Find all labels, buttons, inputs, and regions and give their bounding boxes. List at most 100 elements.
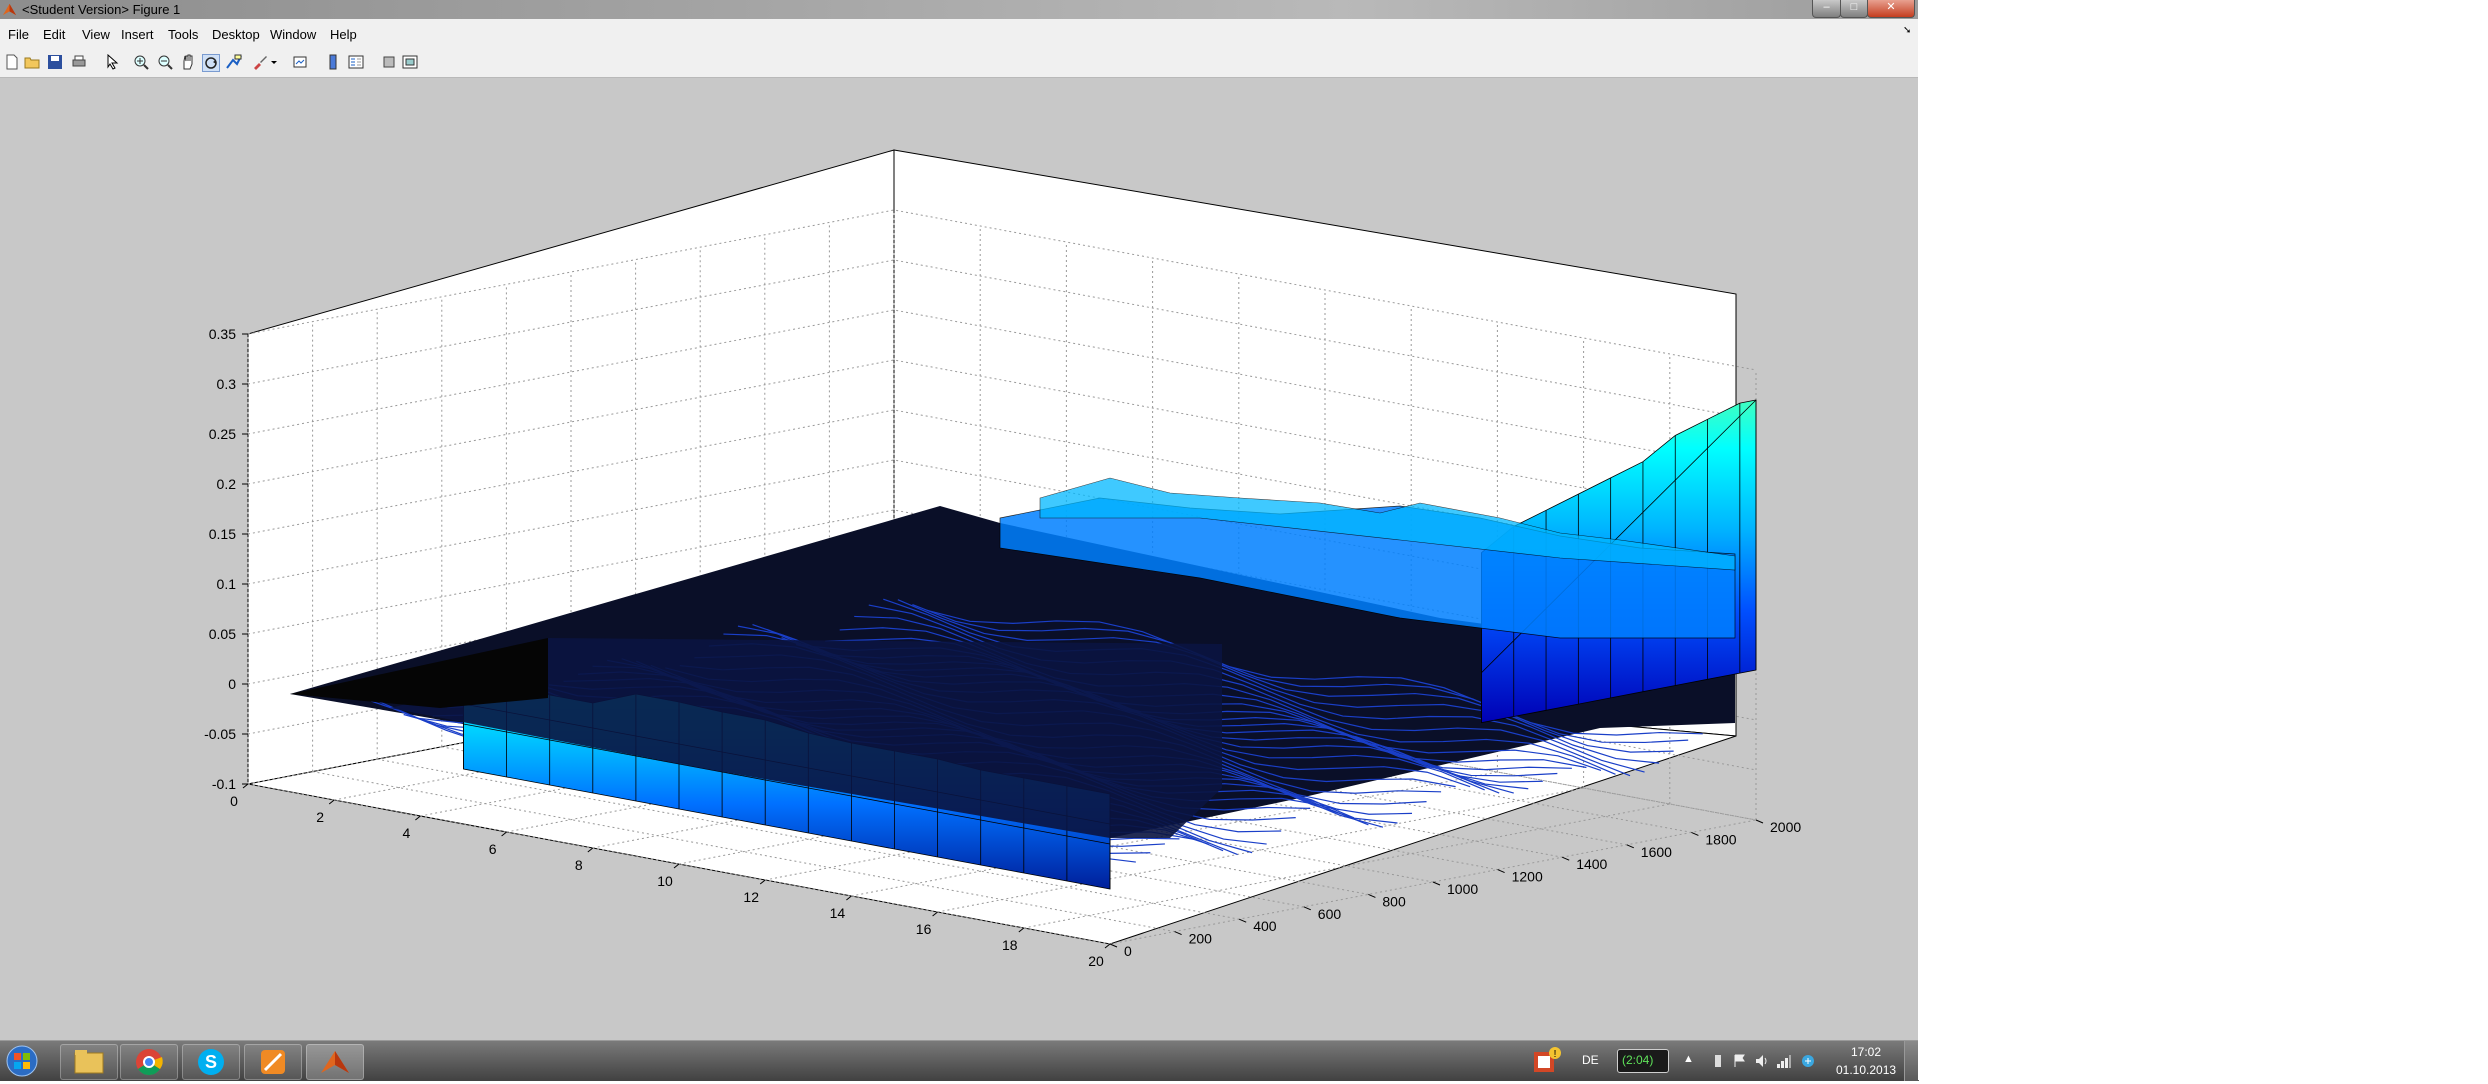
minimize-button[interactable]: – — [1812, 0, 1841, 18]
y-tick-mark — [1562, 856, 1570, 861]
hide-plot-tools-icon[interactable] — [381, 54, 397, 70]
x-tick-label: 18 — [1002, 937, 1018, 953]
link-plot-icon[interactable] — [292, 54, 308, 70]
z-tick-label: 0.3 — [217, 376, 237, 392]
zoom-in-icon[interactable] — [133, 54, 149, 70]
insert-colorbar-icon[interactable] — [325, 54, 341, 70]
open-file-icon[interactable] — [24, 54, 40, 70]
sync-icon[interactable] — [1800, 1053, 1816, 1069]
y-tick-mark — [1239, 918, 1247, 923]
battery-time: (2:04) — [1622, 1053, 1654, 1067]
y-tick-mark — [1109, 943, 1118, 948]
flag-icon[interactable] — [1732, 1053, 1748, 1069]
skype-icon[interactable]: S — [182, 1044, 240, 1080]
zoom-out-icon[interactable] — [157, 54, 173, 70]
notification-office-icon[interactable]: ! — [1530, 1046, 1562, 1076]
x-tick-mark — [501, 831, 507, 837]
svg-text:!: ! — [1554, 1049, 1557, 1060]
z-tick-label: 0 — [228, 676, 236, 692]
app-icon[interactable] — [244, 1044, 302, 1080]
dock-arrow-icon[interactable]: ➘ — [1903, 25, 1912, 36]
front-ridge-contour — [463, 723, 1111, 845]
show-desktop-button[interactable] — [1904, 1041, 1919, 1081]
grid-line-y — [377, 758, 1240, 920]
grid-line-y — [312, 771, 1175, 933]
x-tick-mark — [673, 863, 680, 869]
usb-icon[interactable] — [1710, 1053, 1726, 1069]
y-tick-label: 1600 — [1641, 844, 1672, 860]
x-tick-mark — [846, 895, 852, 901]
chrome-icon[interactable] — [120, 1044, 178, 1080]
menu-tools[interactable]: Tools — [168, 27, 199, 42]
y-tick-label: 0 — [1124, 943, 1132, 959]
menu-help[interactable]: Help — [330, 27, 357, 42]
rotate-3d-icon[interactable] — [202, 54, 220, 72]
z-tick-label: 0.2 — [217, 476, 237, 492]
x-tick-label: 14 — [830, 905, 846, 921]
y-tick-label: 1800 — [1705, 831, 1736, 847]
windows-taskbar: S ! DE (2:04) ▲ 17:02 01.10.2013 — [0, 1040, 1919, 1081]
window-title: <Student Version> Figure 1 — [22, 2, 181, 17]
new-figure-icon[interactable] — [4, 54, 20, 70]
edit-plot-icon[interactable] — [104, 54, 120, 70]
start-button[interactable] — [2, 1044, 42, 1078]
svg-text:S: S — [205, 1052, 217, 1072]
y-tick-mark — [1626, 844, 1634, 849]
matlab-taskbar-icon[interactable] — [306, 1044, 364, 1080]
menu-desktop[interactable]: Desktop — [212, 27, 260, 42]
y-tick-mark — [1755, 819, 1764, 824]
clock-time[interactable]: 17:02 — [1850, 1045, 1882, 1059]
x-tick-mark — [328, 799, 335, 805]
brush-icon[interactable] — [252, 54, 268, 70]
menu-edit[interactable]: Edit — [43, 27, 66, 42]
y-tick-mark — [1368, 893, 1376, 898]
explorer-icon[interactable] — [60, 1044, 118, 1080]
menu-bar: File Edit View Insert Tools Desktop Wind… — [0, 19, 1918, 46]
y-tick-mark — [1432, 881, 1441, 886]
pan-icon[interactable] — [180, 54, 196, 70]
surface-plot[interactable]: -0.1 -0.05 0 0.05 0.1 0.15 0.2 0.25 0.3 0.35 0 2 4 6… — [0, 78, 1918, 1038]
x-tick-label: 8 — [575, 857, 583, 873]
z-tick-label: -0.1 — [212, 776, 236, 792]
show-hidden-icons-icon[interactable]: ▲ — [1683, 1053, 1694, 1065]
x-tick-label: 4 — [403, 825, 411, 841]
z-tick-label: 0.1 — [217, 576, 237, 592]
print-icon[interactable] — [71, 54, 87, 70]
y-tick-label: 600 — [1318, 906, 1342, 922]
data-cursor-icon[interactable] — [226, 54, 242, 70]
z-tick-label: 0.35 — [209, 326, 236, 342]
y-tick-label: 800 — [1382, 893, 1406, 909]
y-axis-ticks: 0 200 400 600 800 1000 1200 1400 1600 1800 2000 — [1109, 819, 1801, 959]
maximize-button[interactable]: □ — [1840, 0, 1868, 18]
battery-indicator[interactable]: (2:04) — [1617, 1049, 1669, 1073]
menu-insert[interactable]: Insert — [121, 27, 154, 42]
figure-toolbar — [0, 46, 1918, 78]
menu-view[interactable]: View — [82, 27, 110, 42]
y-tick-mark — [1691, 831, 1699, 836]
save-icon[interactable] — [47, 54, 63, 70]
network-icon[interactable] — [1776, 1053, 1792, 1069]
close-button[interactable]: ✕ — [1867, 0, 1915, 18]
insert-legend-icon[interactable] — [348, 54, 364, 70]
x-tick-label: 10 — [657, 873, 673, 889]
x-tick-label: 2 — [316, 809, 324, 825]
z-tick-label: -0.05 — [204, 726, 236, 742]
menu-file[interactable]: File — [8, 27, 29, 42]
menu-window[interactable]: Window — [270, 27, 317, 42]
clock-date[interactable]: 01.10.2013 — [1836, 1063, 1897, 1077]
surface-ridge-line — [912, 604, 1689, 744]
title-bar[interactable]: <Student Version> Figure 1 – □ ✕ — [0, 0, 1918, 19]
show-plot-tools-icon[interactable] — [402, 54, 418, 70]
volume-icon[interactable] — [1754, 1053, 1770, 1069]
y-tick-label: 200 — [1189, 931, 1213, 947]
y-tick-label: 1200 — [1512, 869, 1543, 885]
y-tick-label: 1000 — [1447, 881, 1478, 897]
brush-dropdown-icon[interactable] — [270, 54, 278, 70]
x-tick-mark — [415, 815, 421, 821]
z-tick-label: 0.05 — [209, 626, 236, 642]
x-tick-label: 16 — [916, 921, 932, 937]
surface-ridge-line — [926, 609, 1703, 736]
blank-area-bottom — [1918, 1040, 2488, 1080]
language-indicator[interactable]: DE — [1582, 1053, 1599, 1067]
x-tick-mark — [587, 847, 594, 853]
